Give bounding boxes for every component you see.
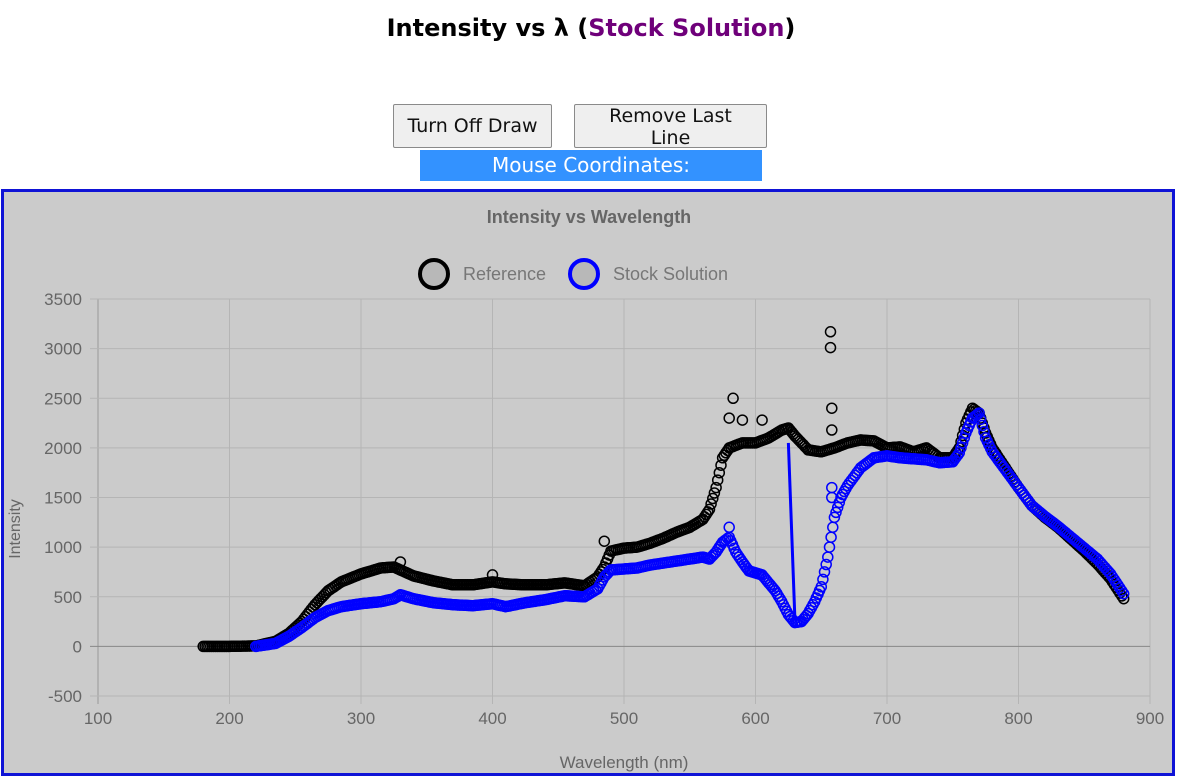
page-title-highlight: Stock Solution — [588, 14, 785, 42]
intensity-chart[interactable]: Intensity vs Wavelength Reference Stock S… — [4, 192, 1172, 773]
series-1-point-479 — [1110, 576, 1122, 589]
series-1 — [250, 407, 1130, 653]
x-tick-label-5: 600 — [741, 709, 769, 728]
x-tick-label-8: 900 — [1136, 709, 1164, 728]
y-tick-label-3: 1000 — [44, 538, 82, 557]
legend-marker-0 — [418, 258, 450, 290]
series-1-point-326 — [830, 506, 842, 519]
series-1-point-394 — [955, 442, 967, 454]
series-1-point-318 — [817, 573, 829, 586]
series-1-point-393 — [953, 447, 966, 459]
x-tick-label-4: 500 — [610, 709, 638, 728]
y-tick-label-7: 3000 — [44, 340, 82, 359]
series-1-point-319 — [818, 566, 831, 578]
y-tick-label-5: 2000 — [44, 439, 82, 458]
series-1-point-320 — [820, 558, 832, 571]
page-title-prefix: Intensity vs λ ( — [386, 14, 589, 42]
series-1-point-324 — [827, 521, 839, 534]
series-0-outlier-6 — [394, 556, 407, 568]
chart-title: Intensity vs Wavelength — [487, 207, 691, 227]
series-0-outlier-9 — [736, 414, 749, 426]
series-0-point-415 — [955, 435, 967, 448]
series-0-point-283 — [713, 466, 726, 479]
series-1-point-392 — [951, 449, 964, 461]
mouse-coordinates-readout: Mouse Coordinates: 663.18,1684.9 — [420, 150, 762, 208]
series-0-outlier-1 — [723, 412, 735, 424]
series-1-point-478 — [1108, 573, 1121, 586]
page-title-suffix: ) — [784, 14, 796, 42]
series-0-outlier-5 — [826, 424, 838, 436]
series-0-point-281 — [710, 481, 722, 494]
x-tick-label-0: 100 — [84, 709, 112, 728]
series-0-point-280 — [708, 487, 721, 499]
series-0-point-282 — [711, 474, 724, 486]
series-1-outlier-2 — [723, 521, 735, 534]
series-0-outlier-10 — [756, 414, 768, 426]
chart-legend: Reference Stock Solution — [418, 258, 728, 290]
series-1-point-482 — [1116, 585, 1128, 597]
page-title: Intensity vs λ (Stock Solution) — [0, 14, 1182, 42]
series-1-point-468 — [1089, 551, 1102, 564]
series-0-point-277 — [703, 503, 716, 516]
series-1-point-321 — [822, 551, 834, 563]
series-0-outlier-2 — [824, 326, 837, 338]
series-1-outlier-1 — [826, 491, 838, 504]
series-1-point-405 — [973, 407, 985, 419]
y-tick-label-4: 1500 — [44, 489, 82, 508]
remove-last-line-button[interactable]: Remove Last Line — [574, 104, 767, 149]
series-1-point-325 — [828, 511, 841, 524]
y-tick-label-1: 0 — [73, 637, 82, 656]
series-0-point-503 — [1116, 590, 1128, 602]
series-1-point-483 — [1117, 588, 1130, 600]
legend-label-0: Reference — [463, 264, 546, 284]
series-0-point-279 — [707, 492, 719, 505]
series-1-point-323 — [825, 531, 837, 543]
series-0-point-62 — [312, 594, 325, 607]
x-tick-label-1: 200 — [215, 709, 243, 728]
x-tick-label-2: 300 — [347, 709, 375, 728]
series-0 — [197, 326, 1130, 653]
series-1-outlier-0 — [826, 481, 838, 494]
series-0-point-284 — [715, 459, 727, 471]
series-0-outlier-0 — [727, 392, 739, 405]
series-0-outlier-3 — [824, 341, 837, 354]
x-tick-label-6: 700 — [873, 709, 901, 728]
x-tick-label-3: 400 — [478, 709, 506, 728]
y-tick-label-6: 2500 — [44, 389, 82, 408]
drawn-line — [786, 442, 797, 621]
series-1-point-406 — [974, 413, 987, 426]
series-0-point-504 — [1117, 592, 1130, 605]
series-1-point-327 — [831, 501, 844, 514]
series-0-outlier-8 — [486, 569, 499, 581]
series-1-point-407 — [976, 419, 989, 432]
series-1-point-317 — [815, 581, 828, 593]
y-axis-label: Intensity — [7, 499, 24, 559]
x-tick-label-7: 800 — [1004, 709, 1032, 728]
series-0-outlier-7 — [598, 535, 611, 547]
series-1-point-395 — [956, 437, 969, 449]
legend-label-1: Stock Solution — [613, 264, 728, 284]
chart-ticks: 100 200 300 400 500 600 700 800 900 -500 0 500 1000 1… — [44, 290, 1164, 728]
turn-off-draw-button[interactable]: Turn Off Draw — [393, 104, 552, 148]
x-axis-label: Wavelength (nm) — [560, 753, 689, 772]
y-tick-label-2: 500 — [54, 588, 82, 607]
y-tick-label-8: 3500 — [44, 290, 82, 309]
legend-marker-1 — [568, 258, 600, 290]
series-0-outlier-4 — [826, 402, 838, 414]
series-1-point-481 — [1114, 582, 1126, 594]
y-tick-label-0: -500 — [48, 687, 82, 706]
chart-container[interactable]: Intensity vs Wavelength Reference Stock S… — [1, 189, 1175, 776]
series-0-point-278 — [705, 498, 717, 510]
chart-series-layer — [197, 326, 1130, 653]
